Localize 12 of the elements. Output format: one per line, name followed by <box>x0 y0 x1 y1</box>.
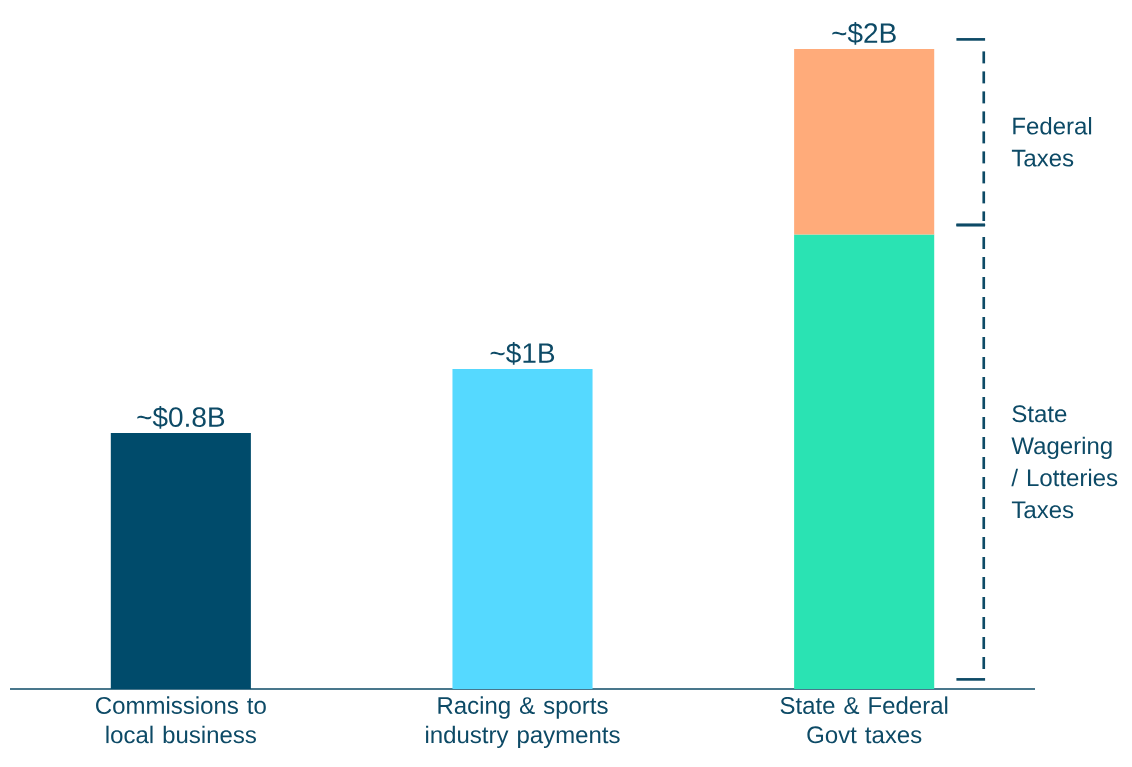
x-tick-label: Commissions to local business <box>96 696 266 744</box>
total-label: ~$2B <box>832 22 896 45</box>
x-tick-label: State & Federal Govt taxes <box>780 696 948 744</box>
bar <box>452 368 593 689</box>
bar <box>110 432 251 689</box>
bar <box>794 48 935 235</box>
annotation: State Wagering / Lotteries Taxes <box>1011 405 1118 519</box>
x-tick-label: Racing & sports industry payments <box>426 696 620 749</box>
annotation: Federal Taxes <box>1011 116 1092 167</box>
data-label: ~$0.8B <box>137 406 225 429</box>
bar <box>794 234 935 689</box>
data-label: ~$1B <box>490 342 555 365</box>
